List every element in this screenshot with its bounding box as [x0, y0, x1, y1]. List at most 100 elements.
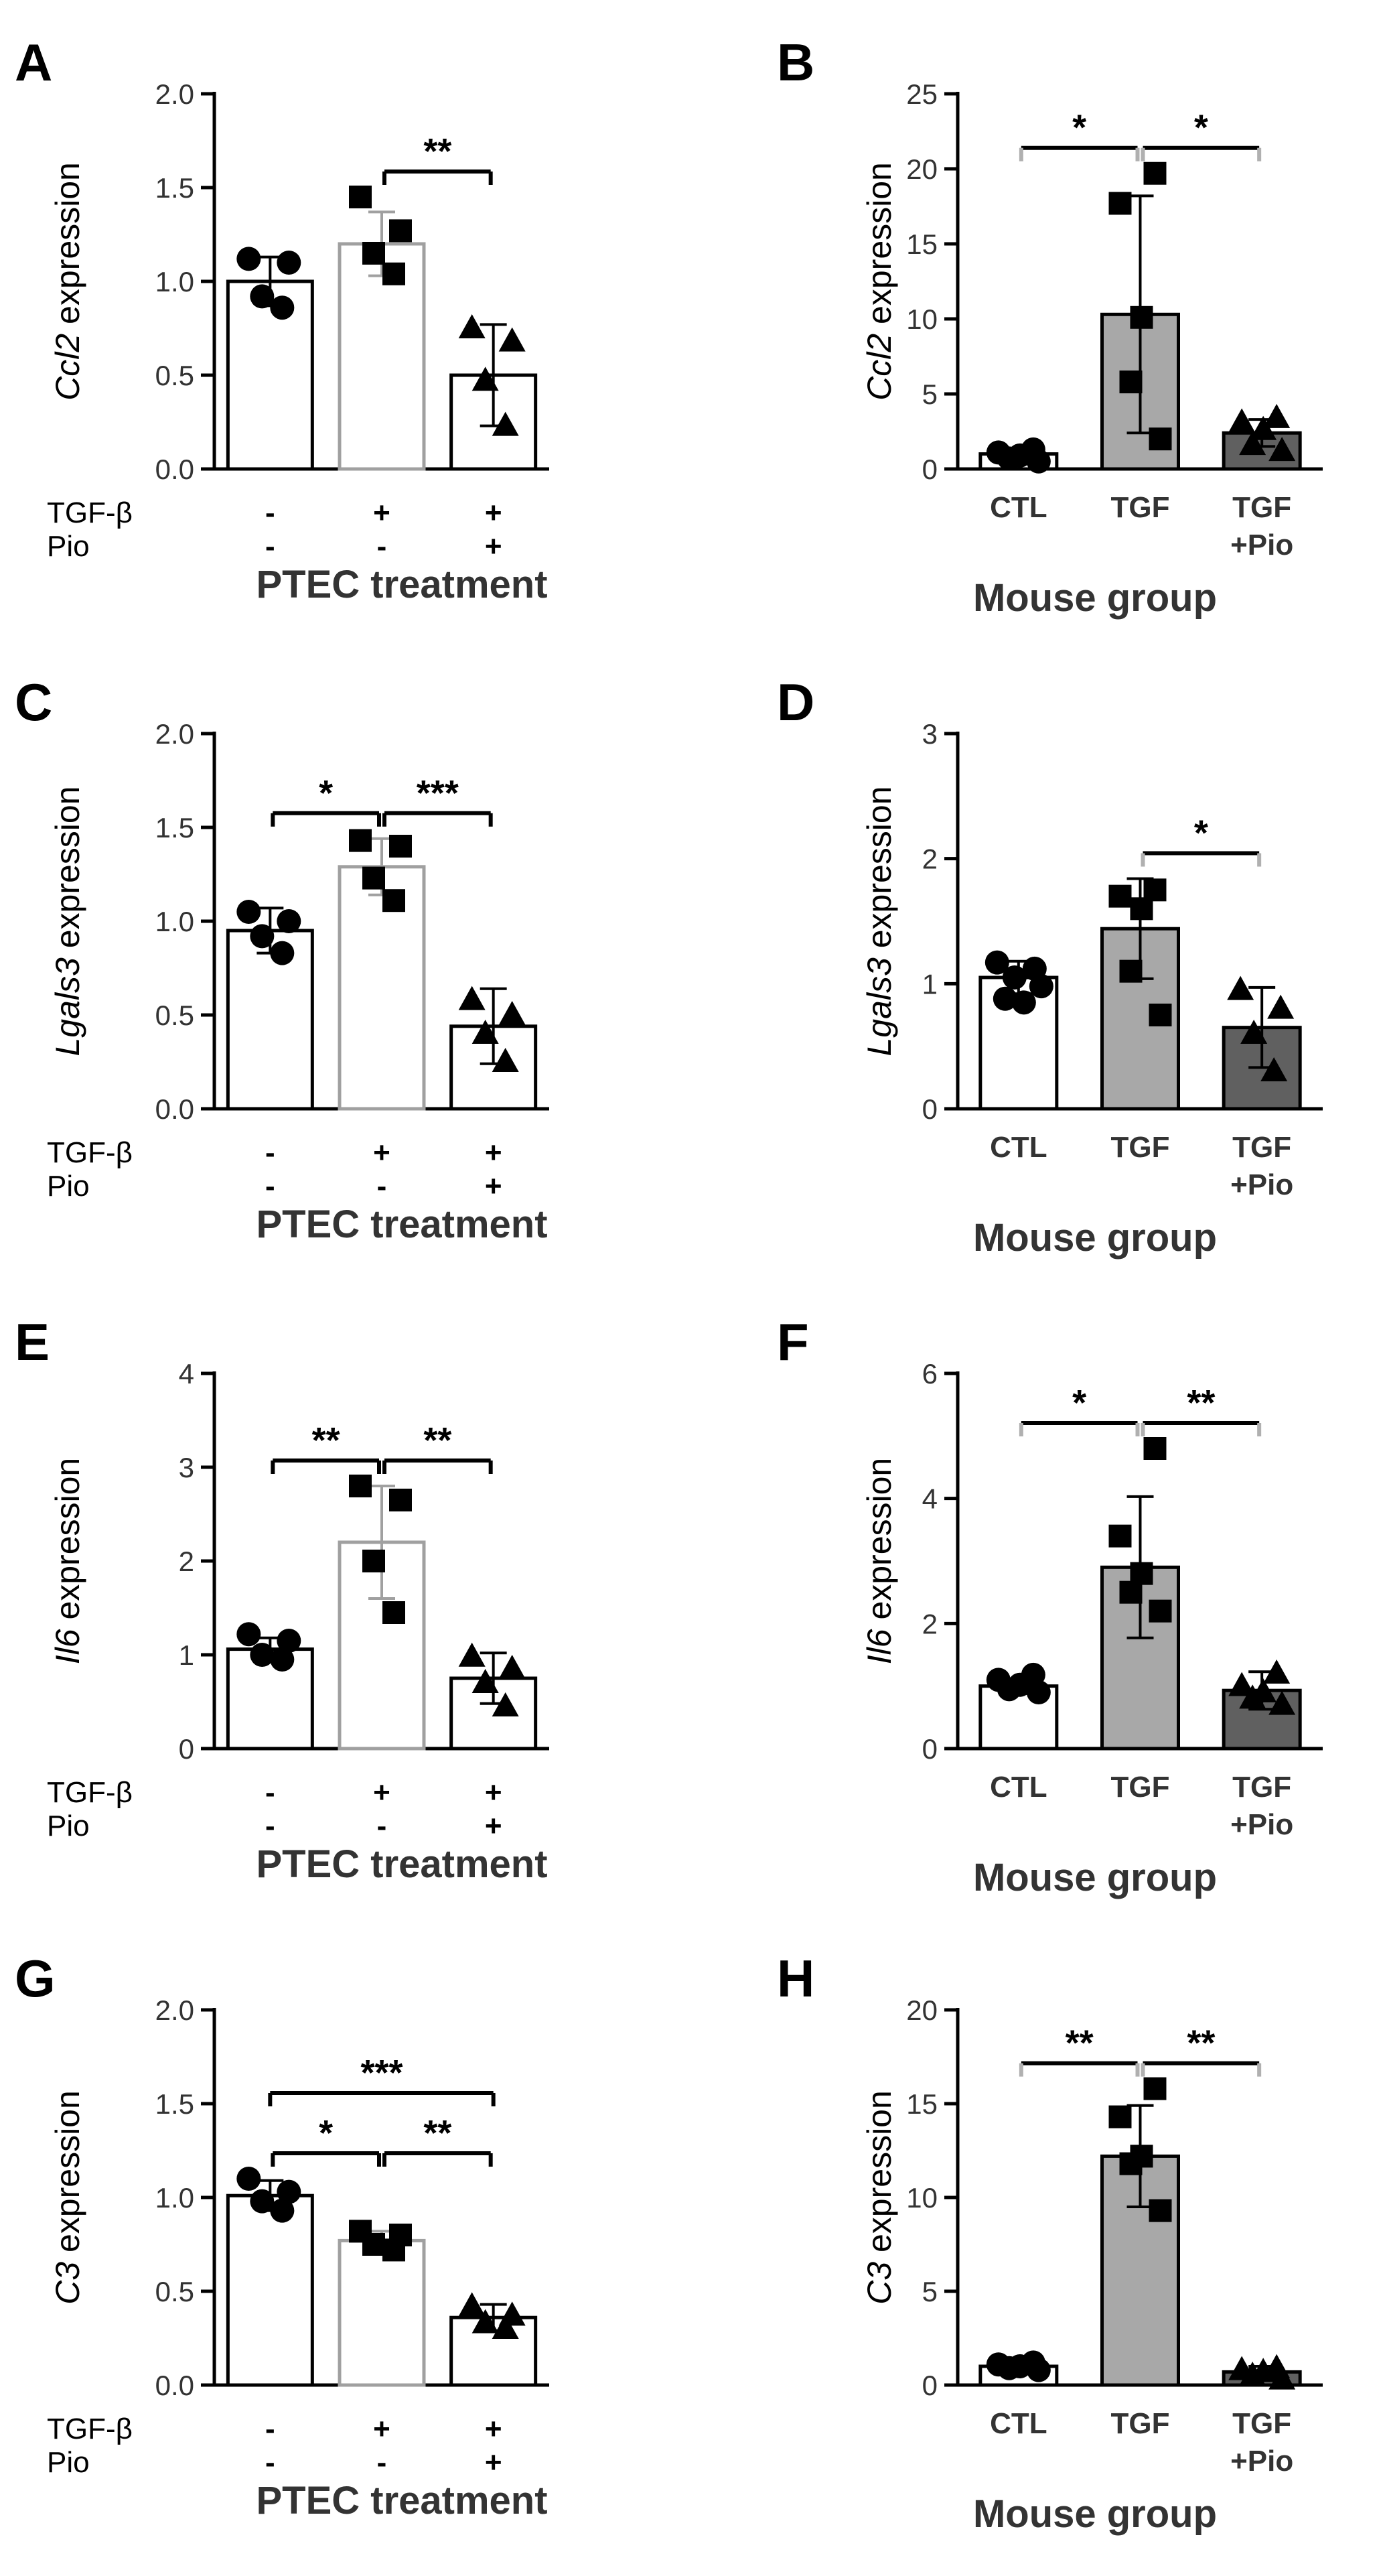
treatment-row-label: Pio	[47, 2446, 90, 2479]
x-tick-label: TGF	[1111, 491, 1170, 524]
data-point-triangle	[458, 2292, 486, 2317]
data-point-circle	[250, 284, 275, 309]
significance-label: **	[312, 1420, 340, 1461]
treatment-sign: -	[377, 530, 387, 563]
y-tick-label: 0	[179, 1733, 194, 1765]
significance-label: ***	[417, 773, 459, 813]
data-point-circle	[1002, 965, 1027, 990]
y-tick-label: 6	[922, 1358, 938, 1389]
data-point-square	[1130, 897, 1153, 921]
x-tick-label: CTL	[990, 1771, 1047, 1804]
y-tick-label: 1	[179, 1639, 194, 1671]
data-point-triangle	[1267, 994, 1295, 1019]
y-tick-label: 1.5	[155, 2088, 194, 2120]
treatment-row-label: Pio	[47, 1810, 90, 1842]
data-point-square	[349, 1475, 372, 1497]
y-tick-label: 1.0	[155, 906, 194, 937]
data-point-square	[389, 835, 412, 858]
data-point-square	[382, 889, 405, 912]
data-point-circle	[277, 1629, 301, 1653]
treatment-sign: +	[485, 496, 502, 529]
panel-letter: G	[15, 1949, 56, 2008]
data-point-triangle	[1268, 437, 1296, 462]
significance-label: **	[423, 131, 451, 172]
significance-label: *	[1194, 813, 1208, 854]
bar	[226, 279, 314, 471]
treatment-sign: -	[265, 530, 275, 563]
y-tick-label: 10	[906, 2182, 938, 2214]
y-axis-gene: Il6	[49, 1629, 86, 1664]
treatment-sign: +	[373, 1136, 390, 1169]
treatment-sign: +	[485, 2413, 502, 2445]
significance-label: *	[319, 773, 333, 813]
data-point-triangle	[471, 1669, 499, 1693]
data-point-triangle	[471, 2309, 499, 2333]
panel-letter: H	[777, 1949, 814, 2008]
treatment-row-label: TGF-β	[47, 2413, 133, 2445]
data-point-circle	[1026, 449, 1051, 474]
y-tick-label: 2.0	[155, 1994, 194, 2026]
y-tick-label: 3	[179, 1452, 194, 1483]
y-axis-label: Ccl2 expression	[861, 162, 898, 401]
x-tick-label: TGF	[1111, 1131, 1170, 1164]
y-tick-label: 3	[922, 718, 938, 750]
y-tick-label: 0	[922, 1733, 938, 1765]
x-tick-label: CTL	[990, 2407, 1047, 2440]
data-point-circle	[277, 909, 301, 933]
data-point-circle	[270, 941, 295, 965]
y-tick-label: 0.5	[155, 2276, 194, 2307]
y-axis-suffix: expression	[861, 786, 898, 957]
data-point-triangle	[1240, 1020, 1268, 1044]
data-point-circle	[1026, 2358, 1051, 2382]
data-point-triangle	[1239, 2362, 1266, 2386]
y-tick-label: 1	[922, 968, 938, 1000]
y-tick-label: 0.0	[155, 1093, 194, 1125]
data-point-triangle	[1268, 1690, 1296, 1715]
treatment-sign: -	[265, 1810, 275, 1842]
y-tick-label: 0	[922, 1093, 938, 1125]
data-point-square	[1143, 2077, 1167, 2100]
x-tick-label: +Pio	[1230, 2445, 1293, 2478]
data-point-circle	[993, 986, 1017, 1011]
data-point-triangle	[498, 1655, 526, 1679]
panel-a: A Ccl2 expression 0.0 0.5 1.0 1.5 2.0 ** TGF-βPi…	[15, 33, 549, 606]
y-axis-suffix: expression	[861, 1458, 898, 1629]
significance-label: **	[1187, 1383, 1215, 1423]
data-point-square	[1119, 2152, 1143, 2175]
x-tick-label: +Pio	[1230, 1808, 1293, 1841]
data-point-triangle	[1263, 403, 1291, 428]
treatment-sign: -	[377, 1810, 387, 1842]
x-tick-label: TGF	[1232, 1771, 1291, 1804]
treatment-row-label: TGF-β	[47, 496, 133, 529]
significance-label: **	[423, 2113, 451, 2153]
treatment-sign: +	[485, 1136, 502, 1169]
bar	[338, 2238, 426, 2387]
data-point-square	[1108, 2105, 1132, 2128]
data-point-square	[1119, 370, 1143, 394]
data-point-circle	[236, 1622, 261, 1647]
y-axis-suffix: expression	[861, 162, 898, 334]
y-tick-label: 1.5	[155, 172, 194, 204]
treatment-sign: -	[265, 1136, 275, 1169]
data-point-square	[1108, 884, 1132, 908]
treatment-row-label: Pio	[47, 530, 90, 563]
y-tick-label: 2.0	[155, 78, 194, 110]
data-point-circle	[250, 924, 275, 949]
y-tick-label: 2	[179, 1546, 194, 1577]
y-axis-label: Lgals3 expression	[49, 786, 86, 1056]
y-axis-label: Ccl2 expression	[49, 162, 86, 401]
data-point-circle	[985, 950, 1009, 975]
y-tick-label: 1.0	[155, 266, 194, 297]
y-tick-label: 0	[922, 2370, 938, 2401]
x-axis-title: PTEC treatment	[256, 2479, 547, 2522]
significance-label: ***	[360, 2053, 403, 2093]
y-axis-gene: Il6	[861, 1629, 898, 1664]
y-axis-label: Il6 expression	[861, 1458, 898, 1665]
y-axis-suffix: expression	[861, 2090, 898, 2262]
data-point-triangle	[492, 2315, 519, 2339]
x-axis-title: Mouse group	[973, 2492, 1217, 2536]
data-point-circle	[250, 2189, 275, 2214]
treatment-sign: +	[485, 1776, 502, 1809]
